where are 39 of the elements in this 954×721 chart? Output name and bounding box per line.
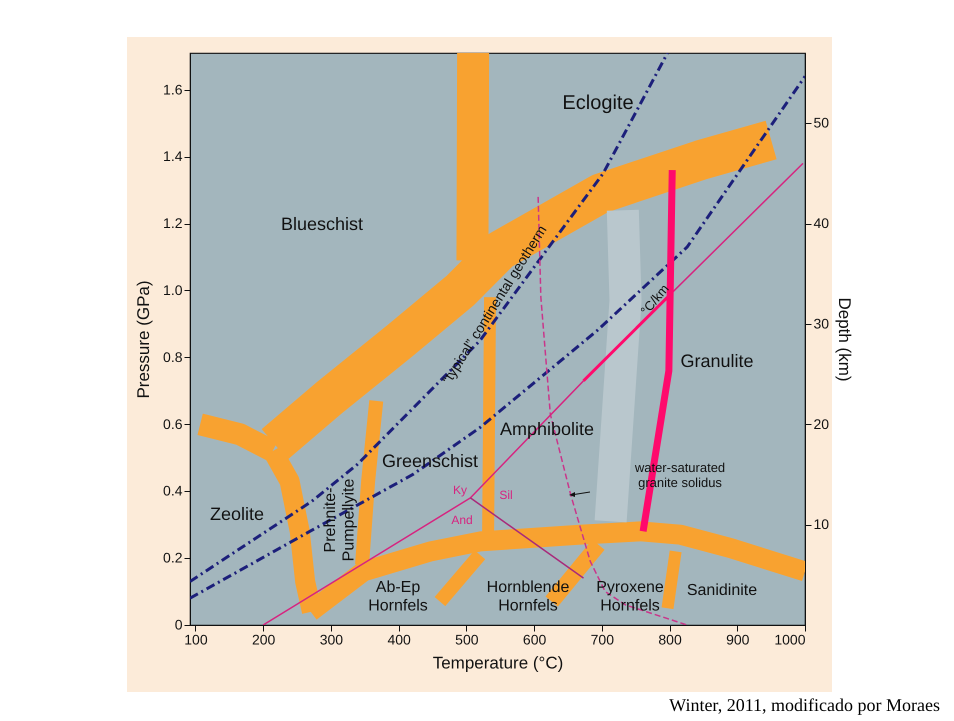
x-tick-label: 500 [455,632,479,648]
x-tick-label: 400 [387,632,412,648]
y-tick-label: 1.2 [163,215,183,232]
text: Winter, 2011, modificado por Moraes [669,695,940,716]
y-axis-title: Pressure (GPa) [134,280,154,399]
y2-tick-label: 10 [814,516,830,532]
annotation: And [451,513,473,527]
x-tick-label: 600 [522,632,546,648]
y2-tick-label: 20 [814,416,830,432]
y-tick-label: 1.6 [163,81,183,98]
y2-tick-label: 50 [814,114,830,131]
y-tick-label: 0.6 [163,416,183,432]
x-tick-label: 200 [252,632,276,648]
y-tick-label: 0 [174,616,183,632]
y2-tick-label: 40 [814,215,830,232]
annotation: Eclogite [562,92,634,114]
annotation: Sanidinite [686,582,758,599]
annotation: Zeolite [210,504,264,524]
x-axis-title: Temperature (°C) [432,654,564,672]
x-tick-label: 1000 [774,632,806,648]
annotation: Sil [499,488,513,502]
annotation: Blueschist [280,214,364,234]
x-tick-label: 900 [726,632,750,648]
y-tick-label: 0.2 [163,550,183,566]
y-tick-label: 0.4 [163,482,183,499]
annotation: Ky [452,483,468,497]
x-tick-label: 800 [658,632,682,648]
annotation: Granulite [680,351,754,371]
y2-tick-label: 30 [814,315,830,332]
x-tick-label: 300 [320,632,344,648]
annotation: Greenschist [382,451,478,471]
y-tick-label: 0.8 [163,348,183,365]
y-tick-label: 1.0 [163,282,183,298]
annotation: Ab-Ep Hornfels [368,579,428,614]
y-tick-label: 1.4 [163,148,183,164]
x-tick-label: 100 [184,632,208,648]
y2-axis-title: Depth (km) [835,297,854,382]
x-tick-label: 700 [590,632,614,648]
annotation: Prehnite- Pumpellyite [322,478,358,562]
